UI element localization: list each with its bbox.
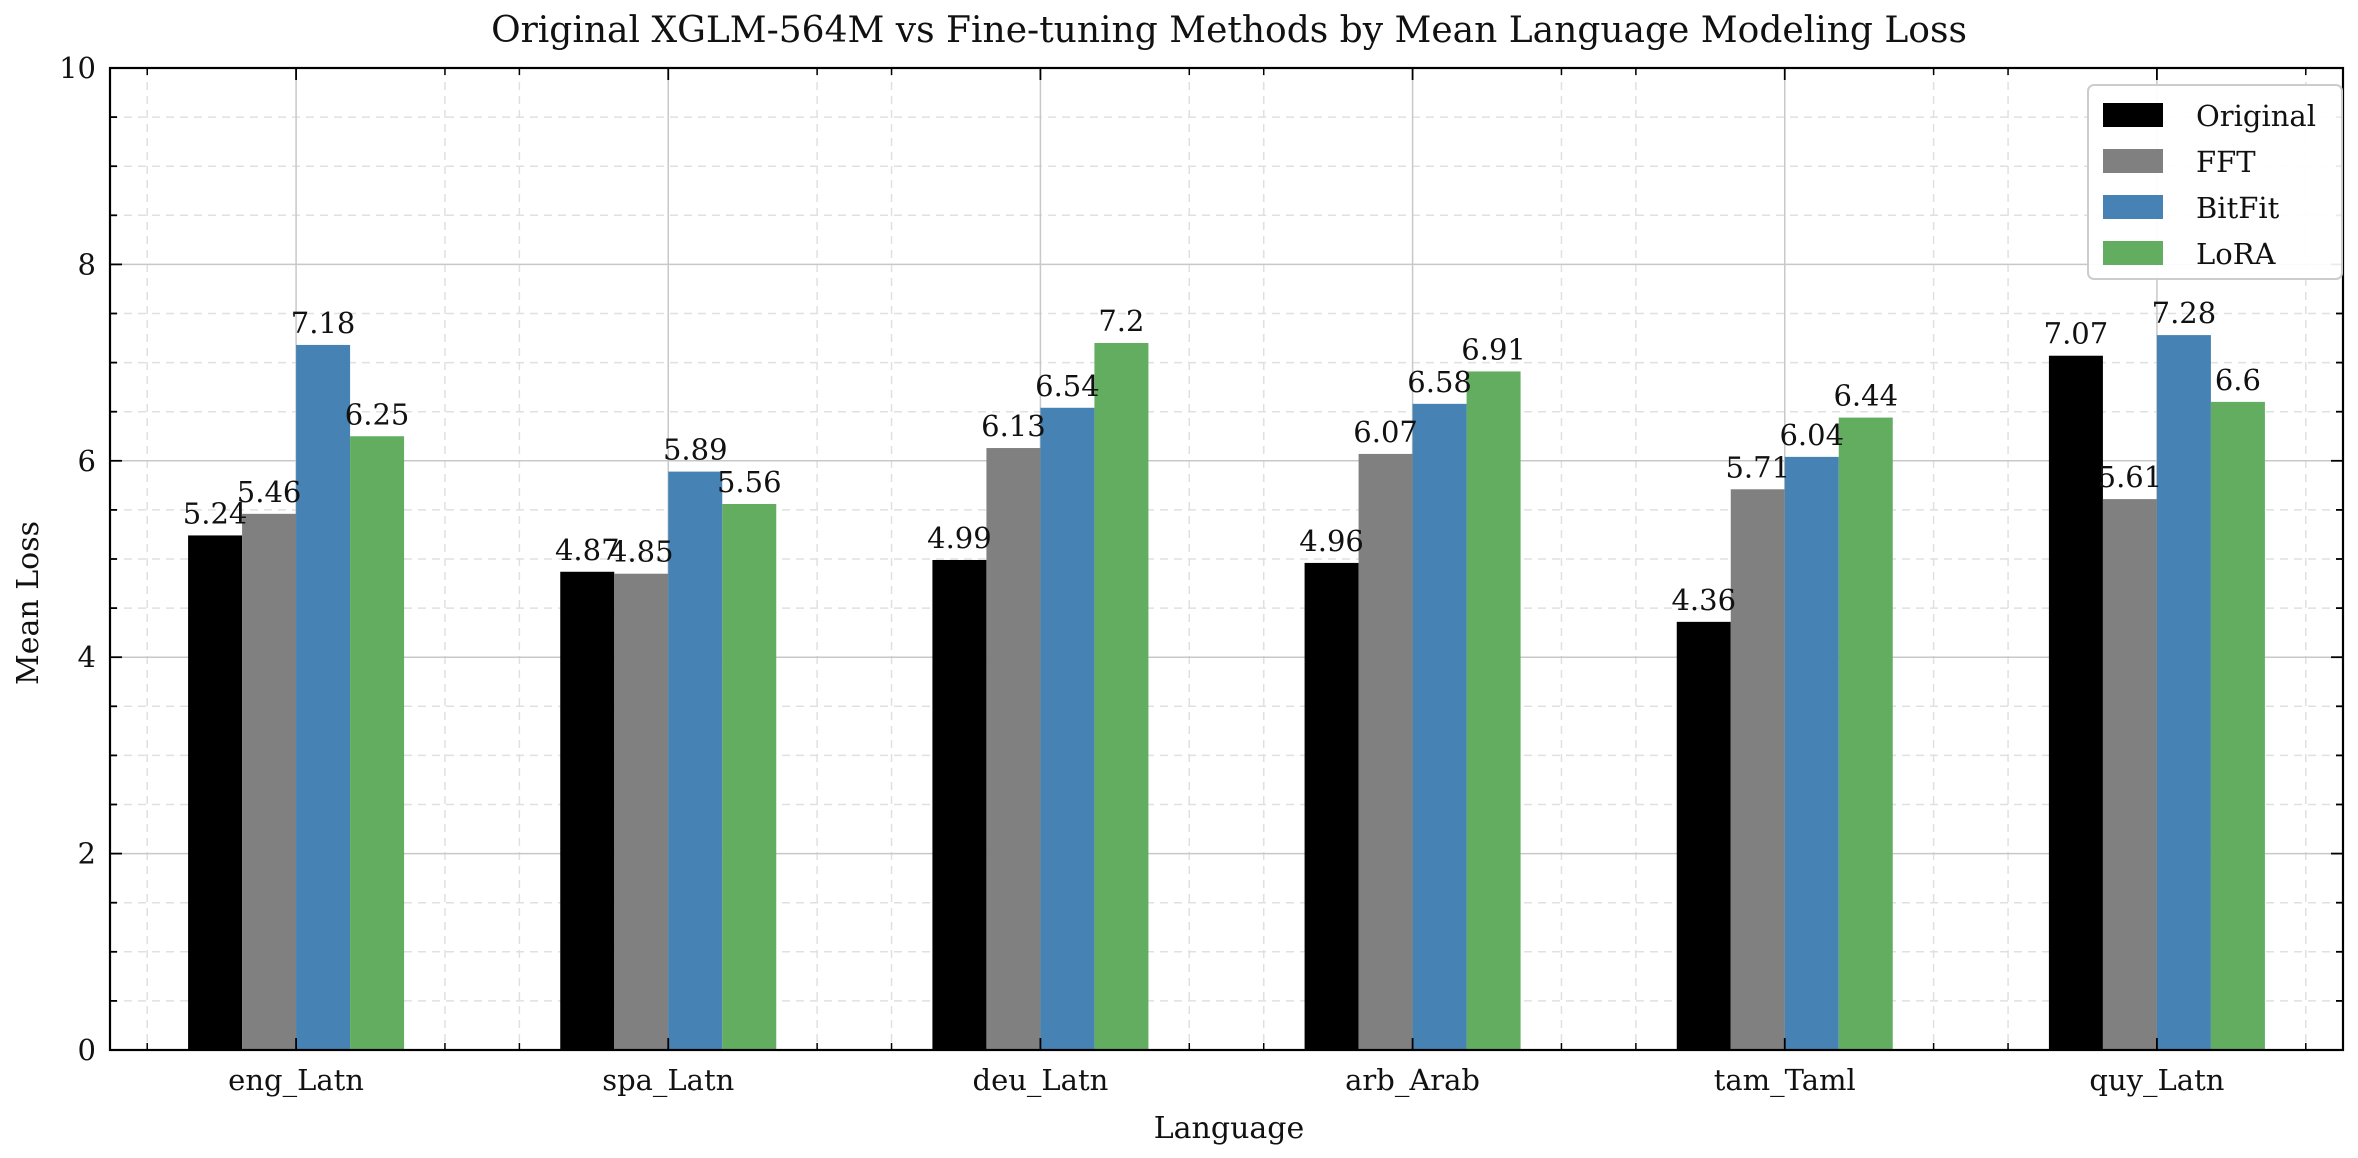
- bar-original-arb_Arab: [1304, 562, 1359, 1050]
- y-tick-label: 0: [78, 1033, 96, 1067]
- legend-swatch-original: [2103, 103, 2163, 127]
- legend-box: [2087, 84, 2343, 280]
- data-label: 6.6: [2215, 363, 2261, 397]
- y-axis-label: Mean Loss: [11, 521, 46, 685]
- data-label: 6.04: [1779, 418, 1844, 452]
- data-label: 5.56: [717, 465, 782, 499]
- x-axis-label: Language: [1154, 1111, 1305, 1146]
- x-tick-label: deu_Latn: [973, 1063, 1109, 1098]
- x-tick-label: arb_Arab: [1345, 1063, 1480, 1098]
- data-label: 4.87: [555, 533, 620, 567]
- bar-lora-spa_Latn: [722, 504, 777, 1050]
- y-tick-label: 6: [78, 444, 96, 478]
- bar-bitfit-eng_Latn: [296, 344, 351, 1050]
- legend-swatch-fft: [2103, 149, 2163, 173]
- bar-lora-eng_Latn: [350, 436, 405, 1050]
- data-label: 6.07: [1353, 415, 1418, 449]
- bar-fft-arb_Arab: [1358, 453, 1413, 1050]
- legend-swatch-lora: [2103, 241, 2163, 265]
- data-label: 4.85: [609, 535, 674, 569]
- bar-fft-spa_Latn: [614, 573, 669, 1050]
- data-labels-layer: 5.24 4.87 4.99 4.96 4.36 7.07 5.46 4.85 6.13 6.07…: [183, 296, 2261, 617]
- data-label: 6.13: [981, 409, 1046, 443]
- legend-label-fft: FFT: [2196, 145, 2256, 179]
- data-label: 7.2: [1098, 304, 1144, 338]
- data-label: 7.18: [291, 306, 356, 340]
- bar-fft-tam_Taml: [1730, 489, 1785, 1050]
- legend: Original FFT BitFit LoRA: [2087, 84, 2343, 280]
- data-label: 5.24: [183, 496, 248, 530]
- bar-bitfit-deu_Latn: [1040, 407, 1095, 1051]
- bar-original-eng_Latn: [188, 535, 243, 1050]
- x-tick-label: eng_Latn: [228, 1063, 364, 1098]
- data-label: 6.58: [1407, 365, 1472, 399]
- legend-swatch-bitfit: [2103, 195, 2163, 219]
- data-label: 5.71: [1725, 450, 1790, 484]
- bar-original-tam_Taml: [1676, 621, 1731, 1050]
- bar-fft-deu_Latn: [986, 448, 1041, 1050]
- bar-lora-deu_Latn: [1094, 342, 1149, 1051]
- x-tick-label: quy_Latn: [2089, 1063, 2224, 1098]
- bar-lora-quy_Latn: [2210, 401, 2265, 1050]
- bar-original-deu_Latn: [932, 559, 987, 1050]
- bars-layer: [188, 335, 2265, 1051]
- data-label: 4.36: [1671, 583, 1736, 617]
- y-tick-label: 2: [78, 837, 96, 871]
- legend-label-bitfit: BitFit: [2196, 191, 2280, 225]
- x-tick-label: tam_Taml: [1714, 1063, 1856, 1098]
- bar-fft-eng_Latn: [242, 513, 297, 1050]
- data-label: 6.25: [345, 397, 410, 431]
- data-label: 7.28: [2152, 296, 2217, 330]
- y-tick-label: 4: [78, 640, 96, 674]
- y-tick-label: 8: [78, 247, 96, 281]
- data-label: 5.89: [663, 433, 728, 467]
- bar-bitfit-tam_Taml: [1784, 456, 1839, 1050]
- bar-bitfit-spa_Latn: [668, 471, 723, 1050]
- bar-lora-tam_Taml: [1838, 417, 1893, 1050]
- legend-label-original: Original: [2196, 99, 2316, 133]
- chart-title: Original XGLM-564M vs Fine-tuning Method…: [491, 10, 1967, 51]
- data-label: 5.61: [2098, 460, 2163, 494]
- bar-lora-arb_Arab: [1466, 371, 1521, 1050]
- bar-fft-quy_Latn: [2102, 499, 2157, 1050]
- data-label: 4.99: [927, 521, 992, 555]
- bar-original-spa_Latn: [560, 571, 615, 1050]
- y-tick-label: 10: [59, 51, 96, 85]
- data-label: 5.46: [237, 475, 302, 509]
- data-label: 7.07: [2044, 317, 2109, 351]
- bar-bitfit-quy_Latn: [2156, 335, 2211, 1050]
- bar-original-quy_Latn: [2048, 355, 2103, 1050]
- data-label: 6.54: [1035, 369, 1100, 403]
- data-label: 4.96: [1299, 524, 1364, 558]
- bar-bitfit-arb_Arab: [1412, 403, 1467, 1050]
- data-label: 6.44: [1833, 379, 1898, 413]
- x-tick-label: spa_Latn: [602, 1063, 734, 1098]
- axes-layer: 0 2 4 6 8 10 eng_Latn spa_Latn deu_Latn arb_Arab t…: [59, 51, 2345, 1098]
- data-label: 6.91: [1461, 332, 1526, 366]
- legend-label-lora: LoRA: [2196, 237, 2277, 271]
